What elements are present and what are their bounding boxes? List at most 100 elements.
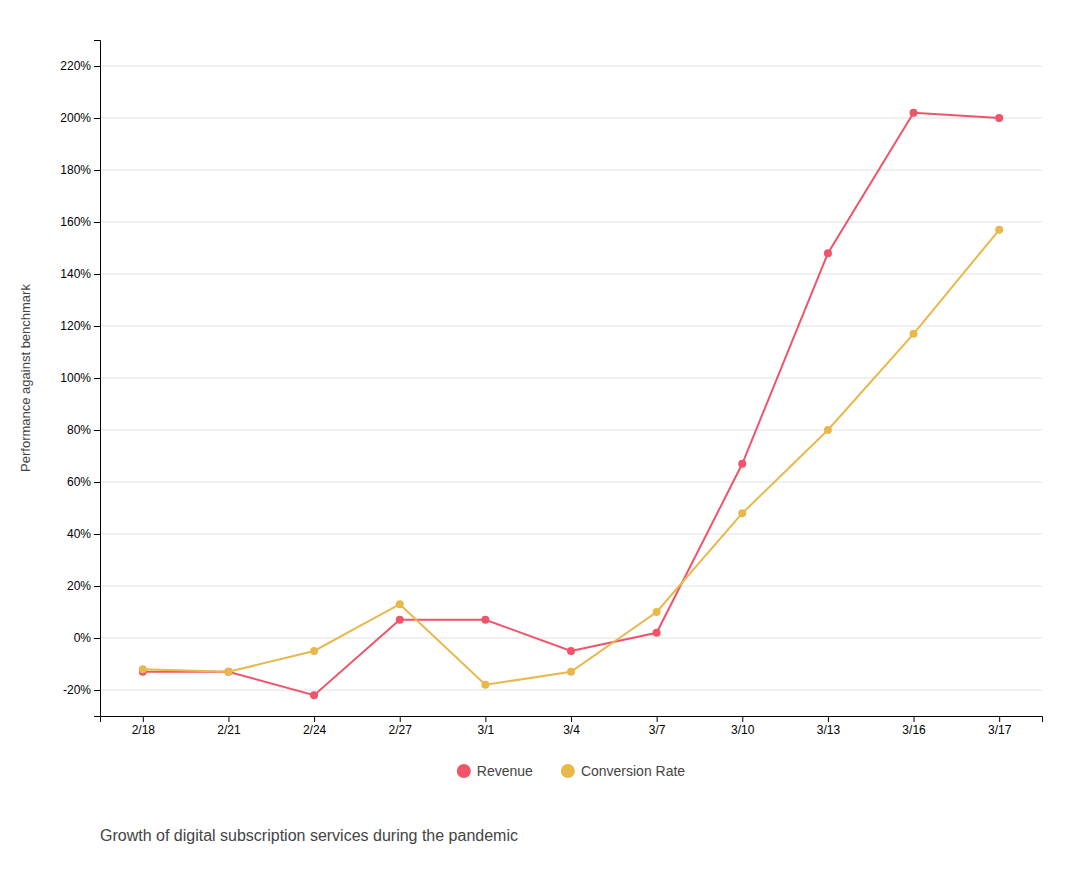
y-tick-mark — [94, 170, 100, 171]
y-tick-label: 140% — [60, 267, 91, 281]
x-tick: 3/7 — [649, 716, 666, 737]
y-tick-label: 40% — [67, 527, 91, 541]
x-tick-label: 2/27 — [389, 723, 413, 737]
x-axis-line — [101, 717, 1043, 723]
x-tick-mark — [485, 716, 486, 722]
y-axis-title: Performance against benchmark — [18, 284, 33, 472]
x-tick-label: 3/10 — [731, 723, 755, 737]
grid-line — [100, 638, 1042, 639]
point — [396, 600, 404, 608]
x-tick-label: 3/17 — [988, 723, 1012, 737]
x-tick-label: 3/7 — [649, 723, 666, 737]
x-tick-label: 2/21 — [217, 723, 241, 737]
point — [139, 665, 147, 673]
point — [481, 681, 489, 689]
x-tick: 3/1 — [478, 716, 495, 737]
series-line — [143, 230, 999, 685]
point — [738, 460, 746, 468]
y-tick-mark — [94, 482, 100, 483]
y-tick-mark — [94, 326, 100, 327]
x-tick: 2/24 — [303, 716, 327, 737]
x-tick: 3/16 — [902, 716, 926, 737]
y-tick-mark — [94, 690, 100, 691]
x-tick-mark — [228, 716, 229, 722]
y-tick: 100% — [60, 371, 100, 385]
y-tick: 140% — [60, 267, 100, 281]
x-tick-label: 3/4 — [563, 723, 580, 737]
legend-label: Conversion Rate — [581, 763, 685, 779]
y-tick-mark — [94, 638, 100, 639]
point — [910, 330, 918, 338]
grid-line — [100, 66, 1042, 67]
y-tick-label: 80% — [67, 423, 91, 437]
point — [481, 616, 489, 624]
grid-line — [100, 534, 1042, 535]
chart: -20%0%20%40%60%80%100%120%140%160%180%20… — [0, 0, 1082, 886]
x-tick: 3/17 — [988, 716, 1012, 737]
y-tick-label: 60% — [67, 475, 91, 489]
point — [995, 114, 1003, 122]
series-line — [143, 113, 999, 695]
legend-swatch — [561, 764, 575, 778]
x-tick-mark — [999, 716, 1000, 722]
legend-label: Revenue — [477, 763, 533, 779]
grid-line — [100, 430, 1042, 431]
grid-line — [100, 118, 1042, 119]
y-tick-mark — [94, 378, 100, 379]
grid-line — [100, 170, 1042, 171]
x-tick-label: 2/18 — [132, 723, 156, 737]
point — [653, 629, 661, 637]
y-tick: 0% — [74, 631, 100, 645]
point — [224, 668, 232, 676]
y-tick-label: 160% — [60, 215, 91, 229]
grid-line — [100, 326, 1042, 327]
x-tick: 3/4 — [563, 716, 580, 737]
grid — [100, 66, 1042, 690]
y-tick: 20% — [67, 579, 100, 593]
series-markers — [139, 226, 1003, 689]
y-tick: 160% — [60, 215, 100, 229]
x-tick: 3/10 — [731, 716, 755, 737]
x-tick-mark — [828, 716, 829, 722]
y-tick-label: -20% — [63, 683, 91, 697]
y-axis: -20%0%20%40%60%80%100%120%140%160%180%20… — [60, 41, 100, 717]
grid-line — [100, 274, 1042, 275]
y-tick: 60% — [67, 475, 100, 489]
legend-item: Conversion Rate — [561, 763, 685, 779]
point — [567, 668, 575, 676]
legend-swatch — [457, 764, 471, 778]
y-tick-label: 0% — [74, 631, 92, 645]
y-tick-label: 220% — [60, 59, 91, 73]
plot: -20%0%20%40%60%80%100%120%140%160%180%20… — [60, 41, 1042, 737]
y-tick-mark — [94, 118, 100, 119]
x-tick-label: 3/16 — [902, 723, 926, 737]
y-tick-mark — [94, 66, 100, 67]
point — [995, 226, 1003, 234]
x-tick-label: 3/13 — [817, 723, 841, 737]
y-tick-mark — [94, 430, 100, 431]
point — [738, 509, 746, 517]
y-tick-mark — [94, 222, 100, 223]
series-markers — [139, 109, 1003, 699]
grid-line — [100, 586, 1042, 587]
marks — [139, 109, 1003, 699]
y-tick-label: 180% — [60, 163, 91, 177]
point — [396, 616, 404, 624]
y-tick: -20% — [63, 683, 100, 697]
point — [910, 109, 918, 117]
legend: Revenue Conversion Rate — [457, 763, 686, 779]
x-axis: 2/18 2/21 2/24 2/27 3/1 3/4 3/7 3/10 3/13 3/16 3/1… — [101, 716, 1043, 737]
y-tick-mark — [94, 534, 100, 535]
grid-line — [100, 378, 1042, 379]
point — [824, 426, 832, 434]
x-tick: 2/27 — [389, 716, 413, 737]
x-tick-mark — [314, 716, 315, 722]
legend-item: Revenue — [457, 763, 533, 779]
x-tick-mark — [400, 716, 401, 722]
x-tick: 2/18 — [132, 716, 156, 737]
y-tick: 120% — [60, 319, 100, 333]
x-tick-mark — [571, 716, 572, 722]
x-tick-mark — [143, 716, 144, 722]
point — [567, 647, 575, 655]
x-tick-mark — [742, 716, 743, 722]
